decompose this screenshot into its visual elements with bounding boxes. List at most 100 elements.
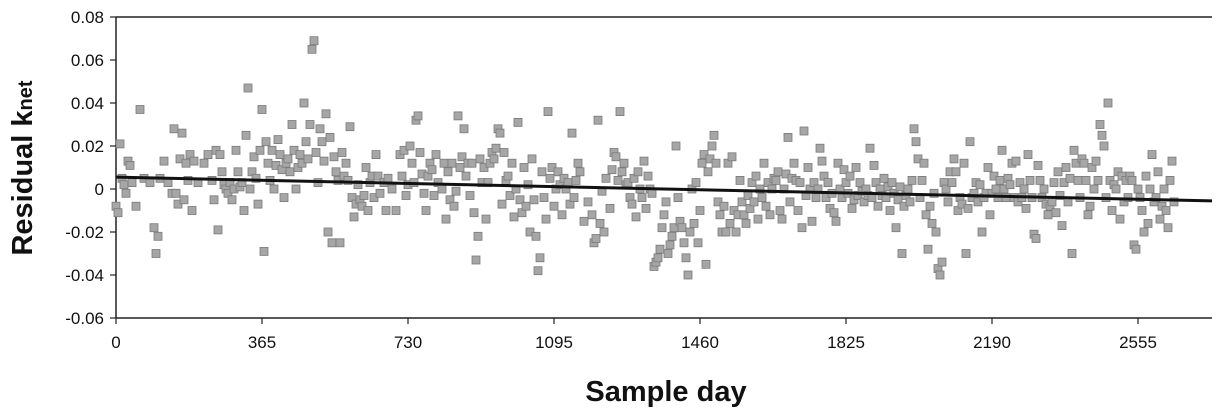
data-point xyxy=(847,203,857,213)
data-point xyxy=(1061,163,1071,172)
data-point xyxy=(617,167,627,177)
data-point xyxy=(119,180,129,190)
data-point xyxy=(217,167,227,177)
data-point xyxy=(567,128,577,138)
data-point xyxy=(611,152,621,162)
data-point xyxy=(923,244,933,254)
x-tick-label: 1825 xyxy=(827,333,865,352)
y-axis-title-subscript: net xyxy=(15,80,37,110)
data-point xyxy=(527,154,537,164)
data-point xyxy=(361,163,371,172)
data-point xyxy=(1005,180,1015,190)
scatter-points xyxy=(111,36,1179,280)
data-point xyxy=(1167,156,1177,166)
data-point xyxy=(1043,210,1053,220)
data-point xyxy=(305,120,315,129)
data-point xyxy=(1093,175,1103,185)
data-point xyxy=(449,201,459,211)
data-point xyxy=(615,107,625,116)
data-point xyxy=(1131,244,1141,254)
data-point xyxy=(537,167,547,177)
data-point xyxy=(199,158,209,168)
y-tick-label: 0.06 xyxy=(71,51,104,70)
data-point xyxy=(177,128,187,138)
data-point xyxy=(703,167,713,177)
data-point xyxy=(1107,206,1117,215)
data-point xyxy=(725,218,735,228)
data-point xyxy=(1053,167,1063,177)
data-point xyxy=(807,216,817,226)
data-point xyxy=(917,175,927,185)
data-point xyxy=(731,227,741,237)
y-tick-label: 0.02 xyxy=(71,137,104,156)
data-point xyxy=(1069,145,1079,155)
y-tick-label: -0.06 xyxy=(65,309,104,328)
data-point xyxy=(1099,141,1109,151)
data-point xyxy=(421,206,431,215)
data-point xyxy=(657,223,667,233)
data-point xyxy=(363,206,373,215)
data-point xyxy=(171,188,181,198)
data-point xyxy=(353,180,363,190)
data-point xyxy=(127,178,137,188)
data-point xyxy=(785,197,795,207)
data-point xyxy=(383,173,393,183)
data-point xyxy=(1159,184,1169,194)
data-point xyxy=(719,201,729,211)
data-point xyxy=(441,214,451,224)
data-point xyxy=(309,36,319,46)
data-point xyxy=(209,195,219,205)
data-point xyxy=(457,152,467,162)
data-point xyxy=(1085,201,1095,211)
data-point xyxy=(1141,171,1151,181)
data-point xyxy=(513,118,523,127)
data-point xyxy=(153,231,163,241)
data-point xyxy=(481,214,491,224)
data-point xyxy=(1103,98,1113,108)
data-point xyxy=(601,173,611,183)
data-point xyxy=(121,188,131,198)
data-point xyxy=(571,175,581,185)
data-point xyxy=(643,171,653,181)
data-point xyxy=(465,191,475,200)
data-point xyxy=(349,212,359,222)
data-point xyxy=(169,124,179,134)
data-point xyxy=(891,223,901,233)
data-point xyxy=(1047,197,1057,207)
data-point xyxy=(653,253,663,263)
trend-line xyxy=(115,175,1213,203)
data-point xyxy=(839,165,849,175)
data-point xyxy=(539,193,549,203)
data-point xyxy=(491,143,501,153)
data-point xyxy=(429,191,439,200)
data-point xyxy=(1111,184,1121,194)
data-point xyxy=(253,199,263,209)
data-point xyxy=(469,208,479,218)
data-point xyxy=(579,216,589,226)
data-point xyxy=(951,167,961,177)
data-point xyxy=(593,115,603,125)
data-point xyxy=(707,141,717,151)
data-point xyxy=(659,210,669,220)
data-point xyxy=(995,175,1005,185)
data-point xyxy=(373,171,383,181)
data-point xyxy=(401,191,411,200)
data-point xyxy=(691,178,701,188)
data-point xyxy=(115,139,125,149)
data-point xyxy=(279,193,289,203)
data-point xyxy=(151,249,161,258)
data-point xyxy=(921,210,931,220)
data-point xyxy=(773,167,783,177)
data-point xyxy=(851,163,861,172)
data-point xyxy=(753,214,763,224)
data-point xyxy=(447,158,457,168)
data-point xyxy=(327,238,337,248)
data-point xyxy=(1145,184,1155,194)
data-point xyxy=(181,158,191,168)
data-point xyxy=(721,227,731,237)
data-point xyxy=(391,206,401,215)
data-point xyxy=(965,137,975,147)
data-point xyxy=(303,154,313,164)
data-point xyxy=(701,259,711,269)
data-point xyxy=(1163,223,1173,233)
